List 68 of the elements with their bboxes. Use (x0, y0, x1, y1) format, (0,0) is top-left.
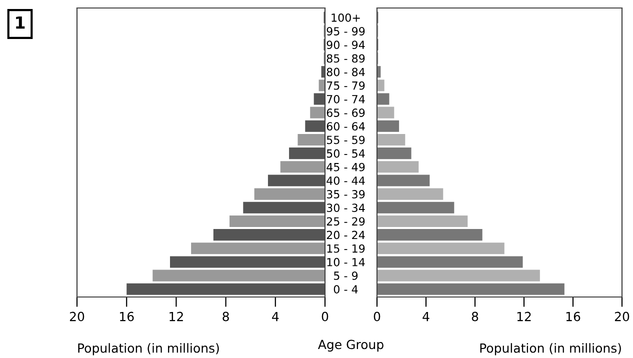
bar (377, 80, 384, 92)
y-tick-label: 80 - 84 (326, 68, 365, 76)
bar (126, 283, 325, 295)
y-tick-label: 50 - 54 (326, 149, 365, 158)
y-tick-label: 75 - 79 (326, 81, 365, 90)
bar (377, 283, 564, 295)
bar (243, 202, 325, 214)
bar (314, 93, 325, 105)
y-tick-label: 40 - 44 (326, 176, 365, 185)
bar (305, 120, 325, 132)
x-tick-label: 12 (517, 312, 531, 322)
bar (377, 270, 540, 282)
bar (377, 188, 444, 200)
y-tick-label: 55 - 59 (326, 136, 365, 144)
bar (377, 229, 482, 241)
x-tick-label: 8 (222, 312, 229, 322)
bar (377, 134, 406, 146)
bar (152, 270, 325, 282)
y-axis-title: Age Group (318, 340, 384, 352)
y-tick-label: 60 - 64 (326, 122, 365, 131)
y-tick-label: 45 - 49 (326, 162, 365, 172)
x-tick-label: 0 (322, 312, 328, 322)
bar (280, 161, 325, 173)
y-tick-label: 100+ (332, 13, 360, 22)
bar (377, 174, 430, 186)
text: 1 (16, 16, 25, 29)
bar (230, 215, 325, 227)
bar (377, 148, 412, 160)
x-tick-label: 4 (422, 312, 430, 322)
y-tick-label: 10 - 14 (327, 258, 365, 266)
x-tick-label: 20 (614, 312, 630, 322)
x-axis-title: Population (in millions) (78, 343, 219, 356)
bar (377, 256, 523, 268)
bar (377, 161, 419, 173)
x-tick-label: 16 (120, 312, 134, 322)
y-tick-label: 90 - 94 (326, 40, 365, 50)
y-tick-label: 85 - 89 (326, 54, 365, 63)
x-tick-label: 16 (566, 312, 580, 322)
bar (191, 242, 325, 254)
bar (377, 242, 504, 254)
bar (377, 202, 454, 214)
y-tick-label: 70 - 74 (326, 94, 365, 104)
bar (254, 188, 325, 200)
y-tick-label: 15 - 19 (327, 244, 365, 253)
x-tick-label: 8 (472, 312, 478, 322)
x-tick-label: 0 (374, 312, 380, 322)
x-axis-title: Population (in millions) (480, 343, 621, 356)
x-tick-label: 4 (272, 312, 279, 322)
y-tick-label: 5 - 9 (334, 272, 358, 280)
bar (377, 215, 468, 227)
y-tick-label: 30 - 34 (326, 204, 365, 212)
bar (377, 93, 390, 105)
bar (289, 148, 325, 160)
y-tick-label: 25 - 29 (326, 217, 365, 226)
y-tick-label: 35 - 39 (326, 190, 365, 198)
bar (377, 120, 400, 132)
y-tick-label: 65 - 69 (326, 108, 365, 117)
bar (213, 229, 325, 241)
bar (377, 106, 394, 118)
x-tick-label: 20 (70, 312, 84, 322)
x-tick-label: 12 (170, 312, 183, 322)
bar (298, 134, 325, 146)
bar (310, 106, 325, 118)
y-tick-label: 20 - 24 (326, 230, 365, 240)
y-tick-label: 95 - 99 (326, 27, 365, 36)
bar (268, 174, 325, 186)
y-tick-label: 0 - 4 (334, 285, 358, 294)
bar (170, 256, 325, 268)
